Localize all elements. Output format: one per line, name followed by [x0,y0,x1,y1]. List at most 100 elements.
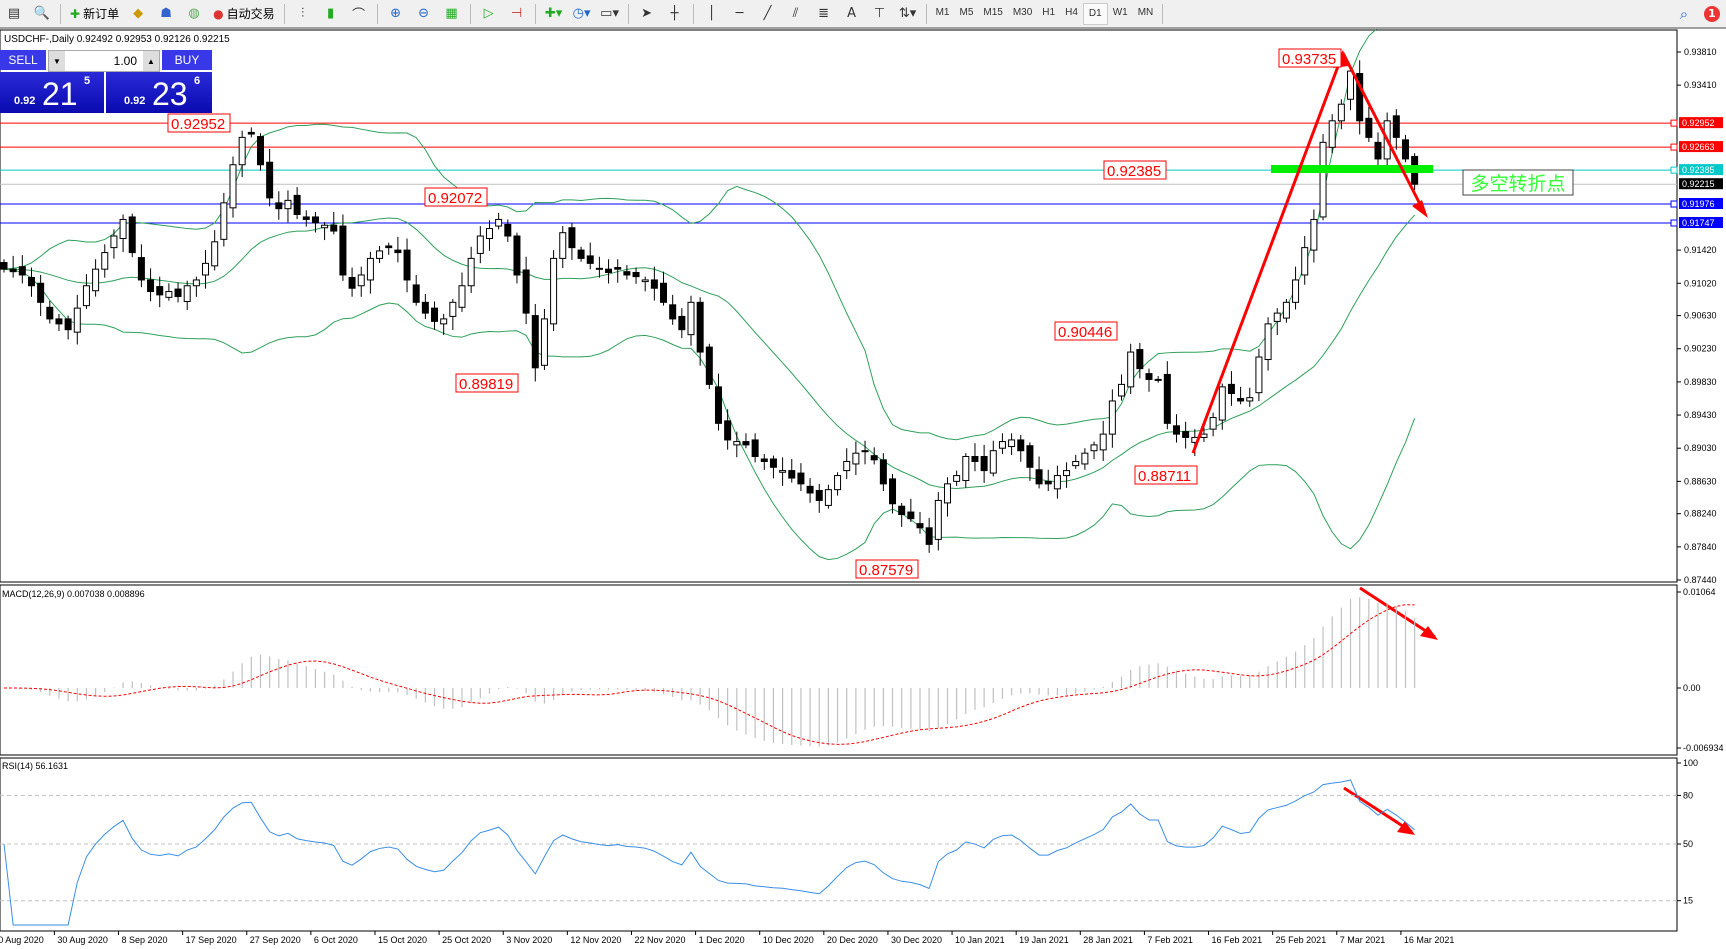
trendline-icon[interactable]: ╱ [763,6,772,21]
rsi-down-arrow[interactable] [1343,786,1413,834]
candle-body [467,257,475,287]
lot-increase-button[interactable]: ▲ [143,51,159,71]
uptrend-arrow[interactable] [1191,52,1345,454]
signals-icon[interactable]: ◍ [188,6,200,21]
candle [1209,412,1217,437]
candle [229,156,237,218]
bollinger-bands [3,7,1416,561]
price-label-box[interactable] [1278,48,1342,68]
candle-body [37,282,45,303]
candle [128,213,136,258]
line-handle[interactable] [1670,200,1678,208]
sell-button[interactable]: SELL [0,50,46,70]
turning-point-box[interactable] [1462,169,1574,196]
timeframe-m30[interactable]: M30 [1012,7,1033,18]
price-label-box[interactable] [1103,160,1167,180]
line-handle[interactable] [1670,219,1678,227]
candle-body [321,224,329,229]
candle-body [879,459,887,485]
lot-decrease-button[interactable]: ▼ [49,51,65,71]
line-handle[interactable] [1670,143,1678,151]
line-handle[interactable] [1670,166,1678,174]
new-order-button[interactable]: ✚ 新订单 [66,3,123,25]
arrows-icon[interactable]: ⇅▾ [898,6,917,21]
candle [495,212,503,230]
annotations: 多空转折点 [1191,50,1574,835]
candle-body [1365,117,1373,138]
price-tick-label: 0.88240 [1684,509,1717,519]
candle [9,255,17,278]
fibonacci-icon[interactable]: ≣ [818,6,830,21]
periods-icon[interactable]: ◷▾ [572,6,591,21]
candle [82,274,90,309]
auto-scroll-icon[interactable]: ▷ [483,6,494,21]
macd-down-arrow[interactable] [1359,586,1436,639]
lot-size-stepper[interactable]: ▼ 1.00 ▲ [48,50,160,72]
timeframe-d1[interactable]: D1 [1082,2,1108,25]
buy-button[interactable]: BUY [162,50,212,70]
line-chart-icon[interactable]: ⌒ [352,8,366,23]
price-label-box[interactable] [424,187,488,207]
navigator-icon[interactable]: ☗ [160,6,172,21]
price-label-box[interactable] [455,373,519,393]
timeframe-mn[interactable]: MN [1137,7,1154,18]
zoom-chart-icon[interactable]: 🔍 [33,6,51,21]
price-label-box[interactable] [1054,321,1118,341]
zoom-out-icon[interactable]: ⊖ [418,6,430,21]
price-label: 0.89819 [459,376,513,393]
auto-trading-button[interactable]: ● 自动交易 [209,3,279,25]
candle [1365,106,1373,142]
candlestick-icon[interactable]: ▮ [327,6,335,21]
downtrend-arrow[interactable] [1341,52,1426,213]
lot-size-input[interactable]: 1.00 [113,54,137,68]
sell-price[interactable]: 0.92 21 5 [0,72,104,113]
candle-body [192,279,200,287]
candle [1301,236,1309,285]
candle [37,274,45,316]
timeframe-h4[interactable]: H4 [1065,7,1078,18]
cursor-icon[interactable]: ➤ [641,6,653,21]
main-panel-frame [0,29,1678,583]
line-handle[interactable] [1670,119,1678,127]
candle-body [55,318,63,325]
search-icon[interactable]: ⌕ [1679,4,1689,23]
price-label-box[interactable] [167,113,231,133]
candle [284,190,292,223]
candle-body [605,268,613,273]
market-watch-icon[interactable]: ◆ [133,6,144,21]
price-label-box[interactable] [1134,465,1198,485]
candle [1044,469,1052,492]
chart-window-icon[interactable]: ▤ [7,6,21,21]
horizontal-line-icon[interactable]: ─ [735,6,744,21]
price-label-box[interactable] [855,559,919,579]
support-zone-band[interactable] [1271,165,1433,173]
text-label-icon[interactable]: ⊤ [873,6,886,21]
candle [1255,348,1263,402]
candle [623,265,631,280]
timeframe-m5[interactable]: M5 [959,7,974,18]
candle-body [632,271,640,278]
templates-icon[interactable]: ▭▾ [600,6,619,21]
price-tag [1679,198,1723,210]
timeframe-m1[interactable]: M1 [935,7,950,18]
tile-windows-icon[interactable]: ▦ [445,6,458,21]
price-tag-label: 0.92385 [1682,165,1715,175]
timeframe-h1[interactable]: H1 [1042,7,1056,18]
timeframe-w1[interactable]: W1 [1112,7,1128,18]
text-icon[interactable]: A [847,6,857,21]
crosshair-icon[interactable]: ┼ [670,6,679,21]
candle-body [1072,460,1080,467]
buy-price[interactable]: 0.92 23 6 [106,72,212,113]
bar-chart-icon[interactable]: ⫶ [300,6,305,21]
vertical-line-icon[interactable]: │ [707,6,716,21]
candle-body [962,456,970,482]
chart-shift-icon[interactable]: ⊣ [510,6,523,21]
timeframe-m15[interactable]: M15 [983,7,1003,18]
equidistant-channel-icon[interactable]: ⫽ [792,6,799,21]
price-tick-label: 0.89030 [1684,443,1717,453]
indicators-icon[interactable]: ✚▾ [544,6,563,21]
candle [834,472,842,496]
zoom-in-icon[interactable]: ⊕ [390,6,402,21]
notifications-button[interactable]: 1 [1699,3,1725,25]
